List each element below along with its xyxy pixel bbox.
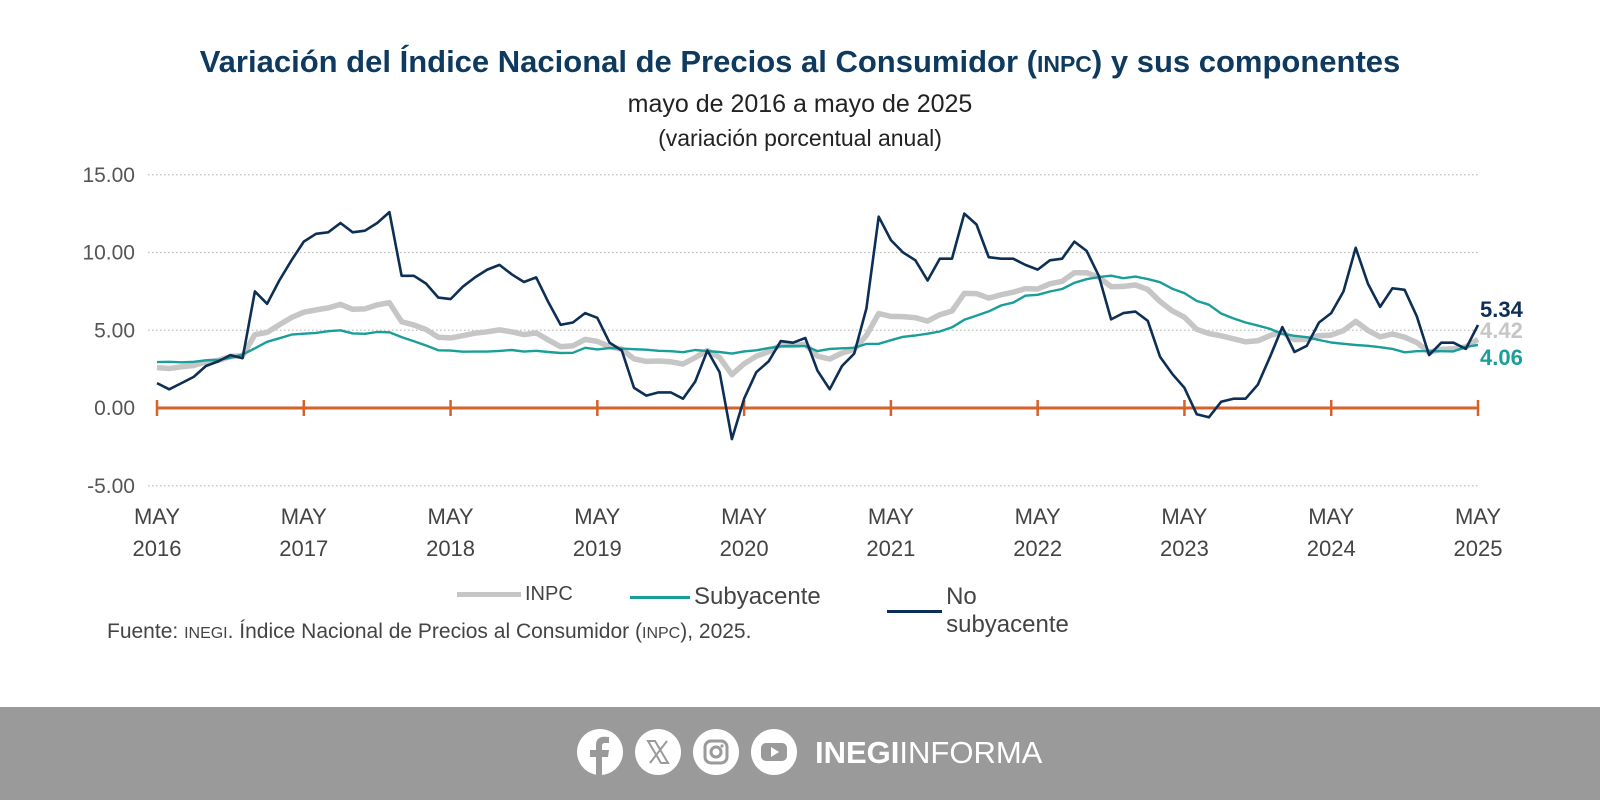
end-value-label: 4.06 bbox=[1480, 345, 1523, 370]
end-value-label: 4.42 bbox=[1480, 318, 1523, 343]
x-tick-label-year: 2025 bbox=[1454, 536, 1503, 561]
title-acronym: INPC bbox=[1036, 51, 1092, 77]
legend-item-subyacente: Subyacente bbox=[630, 583, 821, 611]
chart-title: Variación del Índice Nacional de Precios… bbox=[199, 44, 1401, 79]
x-tick-label-year: 2016 bbox=[133, 536, 182, 561]
x-tick-label-month: MAY bbox=[281, 504, 327, 529]
legend-swatch-subyacente bbox=[630, 595, 690, 599]
x-tick-label-month: MAY bbox=[574, 504, 620, 529]
legend-swatch-no-subyacente bbox=[887, 609, 943, 613]
x-tick-label-year: 2024 bbox=[1307, 536, 1356, 561]
x-tick-label-month: MAY bbox=[1015, 504, 1061, 529]
y-tick-label: 15.00 bbox=[82, 164, 135, 187]
x-tick-label-year: 2018 bbox=[426, 536, 475, 561]
footer-bar: INEGIINFORMA bbox=[0, 707, 1600, 800]
series-line-inpc bbox=[156, 269, 1480, 378]
facebook-icon[interactable] bbox=[577, 729, 623, 775]
chart-unit: (variación porcentual anual) bbox=[658, 125, 942, 151]
youtube-icon[interactable] bbox=[751, 729, 797, 775]
x-tick-label-year: 2020 bbox=[720, 536, 769, 561]
y-tick-label: 5.00 bbox=[94, 319, 135, 342]
x-tick-label-month: MAY bbox=[1308, 504, 1354, 529]
y-tick-label: -5.00 bbox=[87, 475, 135, 498]
series-line-subyacente bbox=[156, 274, 1479, 364]
x-tick-label-year: 2019 bbox=[573, 536, 622, 561]
chart-subtitle: mayo de 2016 a mayo de 2025 bbox=[627, 90, 973, 118]
x-tick-label-month: MAY bbox=[428, 504, 474, 529]
x-tick-label-year: 2022 bbox=[1013, 536, 1062, 561]
series-line-no-subyacente bbox=[156, 210, 1480, 441]
legend-item-no-subyacente: No subyacente bbox=[887, 583, 1080, 639]
x-tick-label-month: MAY bbox=[1161, 504, 1207, 529]
brand-logo: INEGIINFORMA bbox=[815, 735, 1043, 770]
legend-swatch-inpc bbox=[457, 592, 521, 597]
x-tick-label-year: 2021 bbox=[866, 536, 915, 561]
instagram-icon[interactable] bbox=[693, 729, 739, 775]
x-icon[interactable] bbox=[635, 729, 681, 775]
line-chart: 15.00 10.00 5.00 0.00 -5.00 MAY 2016 MAY 2017 MA… bbox=[82, 164, 1524, 561]
x-tick-label-month: MAY bbox=[134, 504, 180, 529]
y-tick-label: 0.00 bbox=[94, 397, 135, 420]
legend-item-inpc: INPC bbox=[457, 583, 573, 606]
source-note: Fuente: INEGI. Índice Nacional de Precio… bbox=[107, 620, 752, 643]
x-tick-label-month: MAY bbox=[721, 504, 767, 529]
x-tick-label-month: MAY bbox=[1455, 504, 1501, 529]
x-tick-label-month: MAY bbox=[868, 504, 914, 529]
x-tick-label-year: 2017 bbox=[279, 536, 328, 561]
end-value-label: 5.34 bbox=[1480, 297, 1524, 322]
y-tick-label: 10.00 bbox=[82, 242, 135, 265]
x-tick-label-year: 2023 bbox=[1160, 536, 1209, 561]
